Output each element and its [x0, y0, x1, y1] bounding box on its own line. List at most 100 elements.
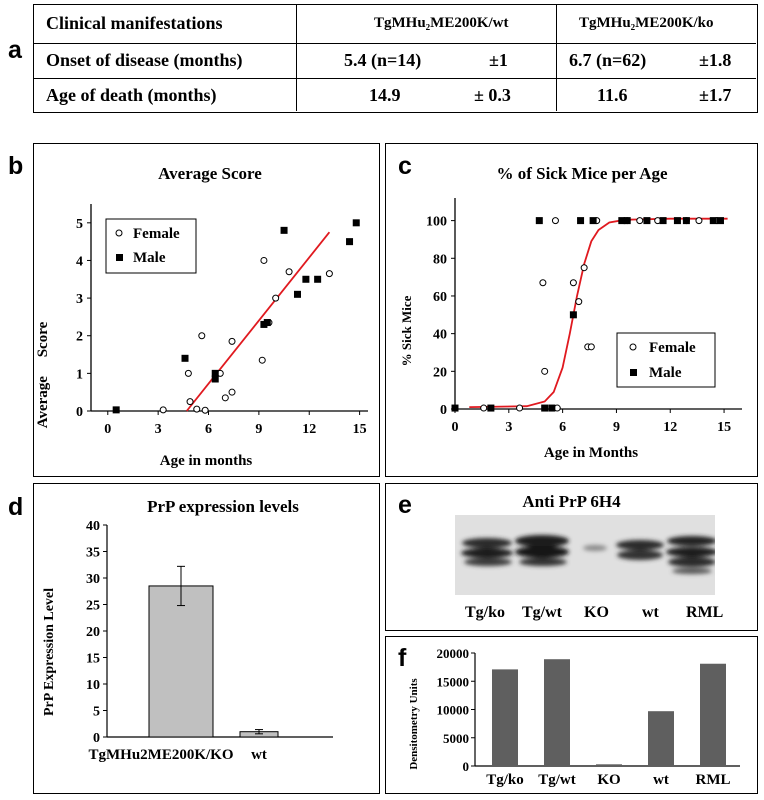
death-wt-error: ± 0.3 [474, 85, 511, 105]
data-point-female [695, 217, 703, 225]
table-header-row: Clinical manifestations TgMHu₂ME200K/wt … [34, 5, 756, 44]
x-category-label: TgMHu2ME200K/KO [88, 747, 233, 763]
y-tick-label: 25 [86, 599, 100, 614]
panel-d-frame [33, 483, 380, 794]
x-tick-label: 0 [452, 420, 459, 435]
x-tick-label: 3 [155, 422, 162, 437]
data-point-male [716, 217, 724, 225]
y-tick-label: 3 [76, 292, 83, 307]
bar [544, 659, 570, 766]
legend-marker-female [629, 343, 637, 351]
data-point-male [487, 404, 495, 412]
data-point-male [451, 404, 459, 412]
data-point-male [623, 217, 631, 225]
x-tick-label: 6 [205, 422, 212, 437]
data-point-male [211, 375, 219, 383]
data-point-female [228, 388, 236, 396]
x-axis-label: Age in months [160, 453, 253, 469]
panel-letter-e: e [398, 491, 412, 519]
row-label-onset: Onset of disease (months) [46, 50, 243, 70]
onset-wt-error: ±1 [489, 50, 508, 70]
y-tick-label: 0 [440, 403, 447, 418]
x-tick-label: 3 [505, 420, 512, 435]
legend-box [105, 218, 197, 274]
clinical-table-frame: Clinical manifestations TgMHu₂ME200K/wt … [33, 4, 758, 113]
panel-b-frame [33, 143, 380, 477]
data-point-female [480, 404, 488, 412]
data-point-female [272, 294, 280, 302]
legend-marker-male [116, 254, 123, 261]
onset-ko-error: ±1.8 [699, 50, 732, 70]
data-point-female [580, 264, 588, 272]
bar [492, 669, 518, 766]
densitometry-chart: Densitometry Units 0 5000 10000 15000 20000 T… [408, 646, 740, 788]
y-tick-label: 0 [463, 759, 470, 774]
blot-title: Anti PrP 6H4 [522, 492, 621, 511]
data-point-female [186, 398, 194, 406]
chart-legend: Female Male [616, 332, 716, 388]
data-point-male [709, 217, 717, 225]
y-tick-label: 10 [86, 678, 100, 693]
data-point-female [551, 217, 559, 225]
x-tick-label: 15 [353, 422, 367, 437]
blot-lane-label: KO [584, 604, 609, 621]
y-axis-label: PrP Expression Level [42, 588, 57, 716]
panel-letter-a: a [8, 36, 22, 64]
y-tick-label: 15000 [437, 674, 470, 689]
table-divider [296, 5, 298, 111]
y-tick-label: 5000 [443, 731, 469, 746]
data-point-male [577, 217, 585, 225]
data-point-male [569, 311, 577, 319]
data-point-female [201, 406, 209, 414]
bar [648, 711, 674, 766]
y-tick-label: 10000 [437, 703, 470, 718]
data-point-female [198, 332, 206, 340]
x-tick-label: 9 [613, 420, 620, 435]
blot-lane-label: wt [642, 604, 659, 621]
data-point-female [587, 343, 595, 351]
data-point-female [325, 270, 333, 278]
data-point-male [673, 217, 681, 225]
table-header-label: Clinical manifestations [46, 13, 223, 33]
legend-box [616, 332, 716, 388]
chart-title: % of Sick Mice per Age [496, 164, 668, 183]
table-row: Onset of disease (months) 5.4 (n=14) ±1 … [34, 43, 756, 79]
data-point-male [181, 354, 189, 362]
y-tick-label: 20 [86, 625, 100, 640]
y-tick-label: 0 [93, 731, 100, 746]
data-point-female [193, 405, 201, 413]
panel-letter-c: c [398, 152, 412, 180]
data-point-female [184, 369, 192, 377]
death-ko-error: ±1.7 [699, 85, 732, 105]
death-wt-value: 14.9 [369, 85, 401, 105]
table-header-wt: TgMHu₂ME200K/wt [374, 15, 509, 31]
y-tick-label: 60 [433, 290, 447, 305]
data-point-male [548, 404, 556, 412]
panel-letter-b: b [8, 152, 24, 180]
panel-letter-f: f [398, 644, 407, 672]
data-point-male [659, 217, 667, 225]
onset-ko-value: 6.7 (n=62) [569, 50, 647, 70]
x-tick-label: 15 [717, 420, 731, 435]
y-tick-label: 4 [76, 254, 83, 269]
data-point-female [285, 268, 293, 276]
data-point-male [352, 219, 360, 227]
data-point-male [293, 290, 301, 298]
legend-label-male: Male [649, 365, 682, 381]
legend-label-female: Female [649, 340, 696, 356]
y-axis-label: Densitometry Units [408, 678, 420, 770]
data-point-female [260, 256, 268, 264]
row-label-death: Age of death (months) [46, 85, 217, 105]
panel-c-frame [385, 143, 758, 477]
chart-title: PrP expression levels [147, 497, 299, 516]
data-point-female [221, 394, 229, 402]
y-tick-label: 20 [433, 365, 447, 380]
x-tick-label: 6 [559, 420, 566, 435]
y-tick-label: 20000 [437, 646, 470, 661]
death-ko-value: 11.6 [597, 85, 628, 105]
y-tick-label: 100 [426, 215, 447, 230]
data-point-female [539, 279, 547, 287]
y-tick-label: 5 [76, 217, 83, 232]
y-tick-label: 5 [93, 705, 100, 720]
data-point-female [228, 337, 236, 345]
